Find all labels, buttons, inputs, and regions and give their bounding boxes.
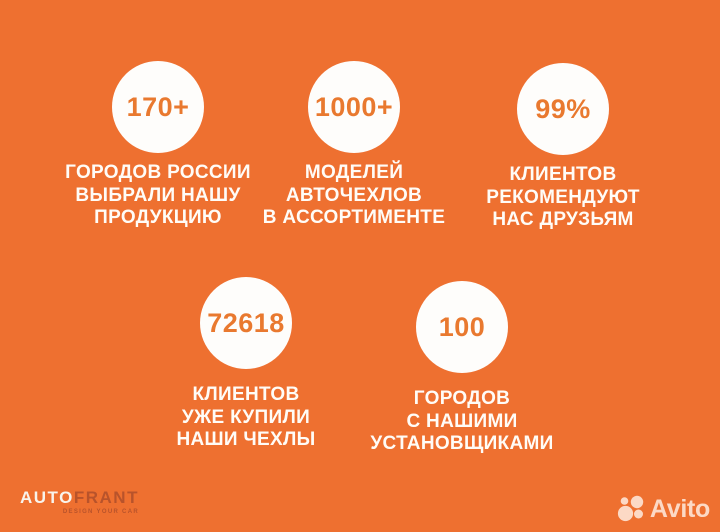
autofrant-logo-text: AUTOFRANT [20,489,139,506]
avito-watermark-label: Avito [649,494,710,523]
stat-installers: 100 ГОРОДОВ С НАШИМИ УСТАНОВЩИКАМИ [337,281,587,456]
stat-label-line: С НАШИМИ [406,410,518,432]
stat-label-line: В АССОРТИМЕНТЕ [262,207,446,228]
stat-label-line: НАШИ ЧЕХЛЫ [176,429,316,450]
logo-part-frant: FRANT [73,488,139,507]
stat-circle: 1000+ [308,61,400,153]
stat-label-line: УЖЕ КУПИЛИ [181,406,311,428]
stat-label-line: МОДЕЛЕЙ [304,162,404,183]
stat-label-line: НАС ДРУЗЬЯМ [492,209,634,230]
stat-label-line: ГОРОДОВ РОССИИ [65,162,251,183]
stat-label: КЛИЕНТОВ РЕКОМЕНДУЮТ НАС ДРУЗЬЯМ [486,164,640,232]
stat-label: МОДЕЛЕЙ АВТОЧЕХЛОВ В АССОРТИМЕНТЕ [263,162,445,230]
avito-logo-icon [617,495,644,522]
stat-label-line: РЕКОМЕНДУЮТ [486,186,640,208]
stat-label: ГОРОДОВ С НАШИМИ УСТАНОВЩИКАМИ [370,388,553,456]
stat-circle: 170+ [112,61,204,153]
stat-value: 72618 [207,307,285,338]
stat-circle: 72618 [200,277,292,369]
stat-label-line: УСТАНОВЩИКАМИ [370,433,554,454]
stat-label-line: КЛИЕНТОВ [192,384,300,405]
stat-clients: 72618 КЛИЕНТОВ УЖЕ КУПИЛИ НАШИ ЧЕХЛЫ [121,277,371,452]
stat-label-line: ВЫБРАЛИ НАШУ [75,184,241,206]
stat-value: 99% [535,93,591,124]
stat-cities: 170+ ГОРОДОВ РОССИИ ВЫБРАЛИ НАШУ ПРОДУКЦ… [33,61,283,230]
stat-label-line: АВТОЧЕХЛОВ [285,184,423,206]
stat-value: 170+ [126,91,190,122]
avito-watermark: Avito [617,494,710,524]
stat-models: 1000+ МОДЕЛЕЙ АВТОЧЕХЛОВ В АССОРТИМЕНТЕ [229,61,479,230]
stat-value: 1000+ [314,91,394,122]
logo-part-auto: AUTO [20,488,74,507]
stat-label: КЛИЕНТОВ УЖЕ КУПИЛИ НАШИ ЧЕХЛЫ [176,384,315,452]
stat-recommend: 99% КЛИЕНТОВ РЕКОМЕНДУЮТ НАС ДРУЗЬЯМ [438,63,688,232]
stat-circle: 100 [416,281,508,373]
stat-value: 100 [438,311,486,342]
stat-label-line: КЛИЕНТОВ [509,164,617,185]
autofrant-logo: AUTOFRANT DESIGN YOUR CAR [20,489,139,515]
stat-label-line: ГОРОДОВ [413,388,511,409]
logo-tagline: DESIGN YOUR CAR [62,509,139,515]
stat-label-line: ПРОДУКЦИЮ [94,207,222,228]
stat-label: ГОРОДОВ РОССИИ ВЫБРАЛИ НАШУ ПРОДУКЦИЮ [65,162,251,230]
stat-circle: 99% [517,63,609,155]
